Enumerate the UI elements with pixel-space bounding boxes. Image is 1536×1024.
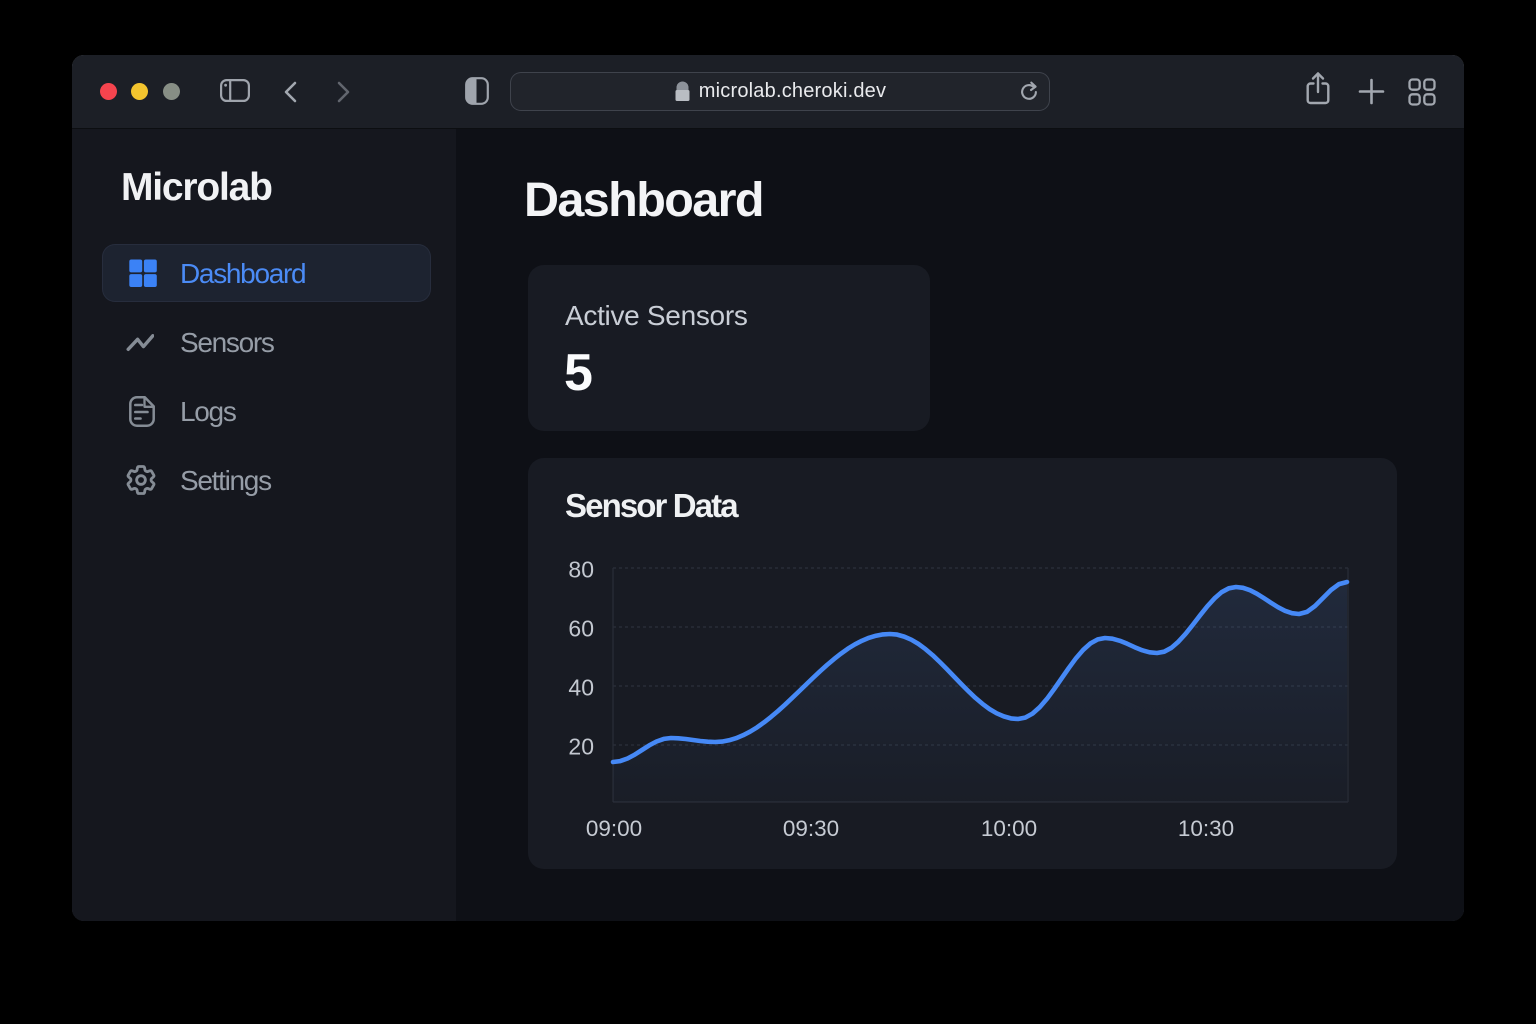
svg-text:10:30: 10:30 <box>1178 816 1234 841</box>
svg-text:09:30: 09:30 <box>783 816 839 841</box>
svg-text:80: 80 <box>568 557 594 583</box>
svg-text:09:00: 09:00 <box>586 816 642 841</box>
svg-text:10:00: 10:00 <box>981 816 1037 841</box>
svg-text:40: 40 <box>568 675 594 701</box>
svg-text:60: 60 <box>568 616 594 642</box>
svg-text:20: 20 <box>568 734 594 760</box>
